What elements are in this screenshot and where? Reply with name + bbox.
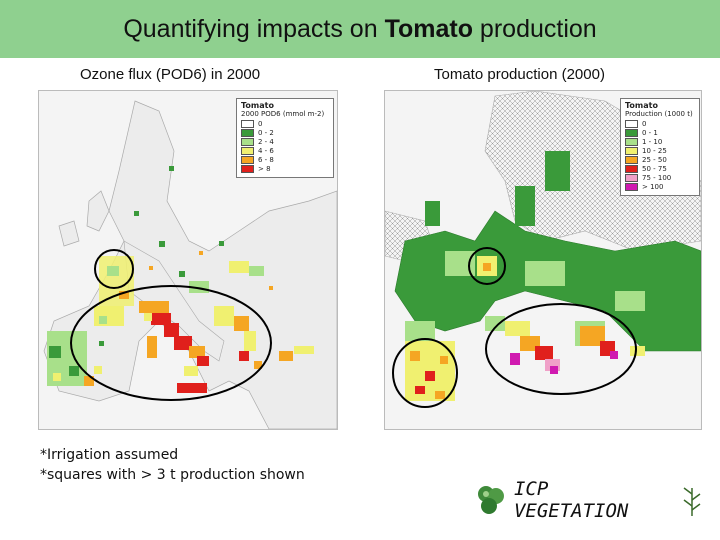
legend-swatch	[241, 120, 254, 129]
legend-item: 25 - 50	[625, 156, 695, 165]
legend-item: 6 - 8	[241, 156, 329, 165]
legend-item: 75 - 100	[625, 174, 695, 183]
legend-subtitle: Production (1000 t)	[625, 109, 693, 118]
legend-title: Tomato	[625, 101, 658, 110]
legend-item: 0 - 2	[241, 129, 329, 138]
legend-swatch	[625, 165, 638, 174]
ozone-flux-legend: Tomato 2000 POD6 (mmol m-2) 0 0 - 2 2 - …	[236, 98, 334, 179]
slide-title: Quantifying impacts on Tomato production	[123, 14, 597, 43]
legend-item: 1 - 10	[625, 138, 695, 147]
legend-swatch	[625, 138, 638, 147]
legend-subtitle: 2000 POD6 (mmol m-2)	[241, 109, 325, 118]
legend-title: Tomato	[241, 101, 274, 110]
legend-swatch	[625, 156, 638, 165]
footnotes: *Irrigation assumed *squares with > 3 t …	[40, 445, 305, 485]
legend-item: > 100	[625, 183, 695, 192]
clover-leaf-icon	[477, 486, 504, 514]
legend-swatch	[625, 174, 638, 183]
legend-swatch	[241, 138, 254, 147]
legend-swatch	[241, 165, 254, 174]
legend-swatch	[241, 129, 254, 138]
note-squares: *squares with > 3 t production shown	[40, 467, 305, 483]
icp-vegetation-logo: ICP VEGETATION	[474, 478, 704, 522]
legend-swatch	[625, 183, 638, 192]
legend-swatch	[625, 147, 638, 156]
legend-item: 4 - 6	[241, 147, 329, 156]
legend-item: 0	[625, 120, 695, 129]
legend-item: 0 - 1	[625, 129, 695, 138]
legend-swatch	[241, 147, 254, 156]
logo-text: ICP VEGETATION	[513, 478, 629, 522]
legend-item: 10 - 25	[625, 147, 695, 156]
left-map-caption: Ozone flux (POD6) in 2000	[80, 66, 261, 83]
tomato-production-legend: Tomato Production (1000 t) 0 0 - 1 1 - 1…	[620, 98, 700, 197]
title-bar: Quantifying impacts on Tomato production	[0, 0, 720, 58]
wheat-sprout-icon	[683, 487, 701, 516]
legend-item: 0	[241, 120, 329, 129]
legend-item: > 8	[241, 165, 329, 174]
legend-item: 50 - 75	[625, 165, 695, 174]
right-map-caption: Tomato production (2000)	[434, 66, 605, 83]
note-irrigation: *Irrigation assumed	[40, 447, 179, 463]
legend-swatch	[625, 120, 638, 129]
legend-item: 2 - 4	[241, 138, 329, 147]
legend-swatch	[625, 129, 638, 138]
legend-swatch	[241, 156, 254, 165]
